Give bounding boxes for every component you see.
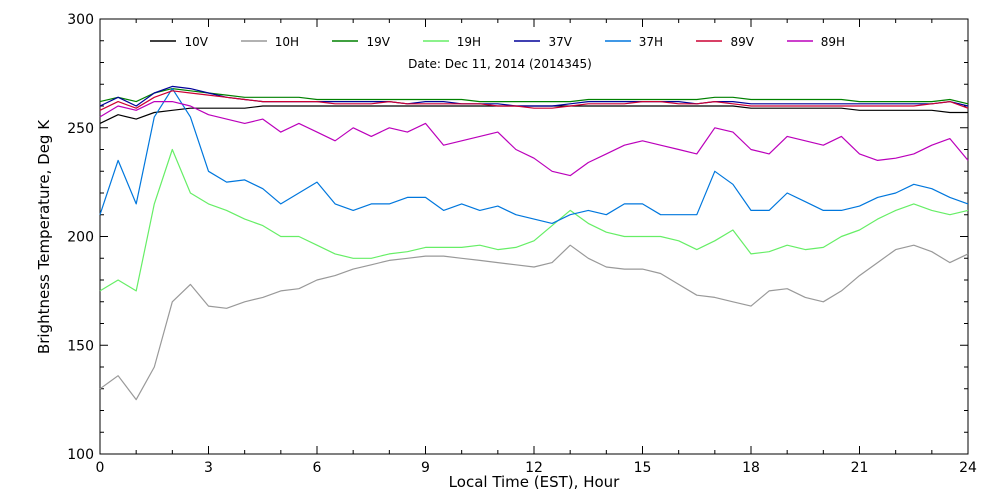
series-line-10h xyxy=(99,244,969,401)
legend: 10V 10H 19V 19H 37V 37H 89V 89H xyxy=(150,35,845,49)
legend-label: 10V xyxy=(185,35,209,49)
series-line-89h xyxy=(99,100,969,177)
legend-label: 10H xyxy=(275,35,299,49)
y-tick-label: 200 xyxy=(67,230,94,246)
y-tick-label: 100 xyxy=(67,447,94,463)
legend-label: 37V xyxy=(549,35,573,49)
x-tick-label: 21 xyxy=(851,460,869,476)
x-axis-title: Local Time (EST), Hour xyxy=(449,473,620,491)
series-line-19v xyxy=(99,87,969,105)
legend-label: 19V xyxy=(367,35,391,49)
x-tick-label: 12 xyxy=(525,460,543,476)
chart-subtitle: Date: Dec 11, 2014 (2014345) xyxy=(408,57,592,71)
legend-label: 89H xyxy=(821,35,845,49)
x-tick-label: 15 xyxy=(634,460,652,476)
plot-frame xyxy=(99,18,969,455)
legend-label: 37H xyxy=(639,35,663,49)
y-tick-label: 250 xyxy=(67,121,94,137)
y-axis-title: Brightness Temperature, Deg K xyxy=(35,119,53,354)
x-tick-label: 0 xyxy=(96,460,105,476)
x-tick-label: 24 xyxy=(959,460,977,476)
y-tick-label: 300 xyxy=(67,12,94,28)
legend-label: 89V xyxy=(731,35,755,49)
series-line-89v xyxy=(99,90,969,111)
series-line-19h xyxy=(99,148,969,292)
series-line-37h xyxy=(99,87,969,224)
x-tick-label: 3 xyxy=(204,460,213,476)
series-line-37v xyxy=(99,85,969,107)
x-tick-label: 9 xyxy=(421,460,430,476)
y-tick-label: 150 xyxy=(67,338,94,354)
x-tick-label: 6 xyxy=(313,460,322,476)
axis-ticks: 0 3 6 9 12 15 18 21 24 100 150 200 250 300 xyxy=(67,12,977,476)
legend-label: 19H xyxy=(457,35,481,49)
x-tick-label: 18 xyxy=(742,460,760,476)
series-layer xyxy=(99,85,969,401)
